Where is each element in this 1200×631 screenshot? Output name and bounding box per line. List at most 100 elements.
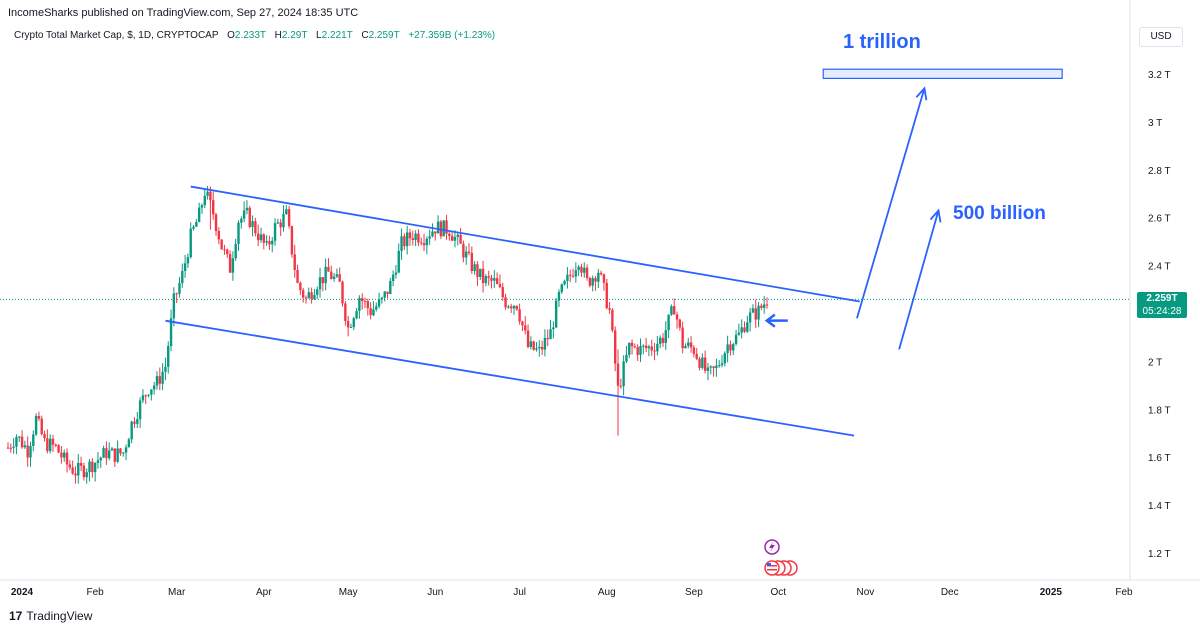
candle-body — [74, 473, 77, 476]
tradingview-brand[interactable]: 17 TradingView — [9, 609, 92, 623]
candle-body — [467, 251, 471, 253]
candle-body — [155, 376, 159, 386]
candle-body — [82, 465, 86, 478]
candle-body — [330, 271, 333, 279]
candle-body — [12, 446, 15, 448]
candle-body — [203, 195, 206, 206]
target-annotation-mid[interactable]: 500 billion — [953, 203, 1046, 224]
candle-body — [386, 291, 389, 294]
candle-body — [18, 436, 21, 438]
target-arrow-line — [856, 88, 926, 319]
x-tick-label: Aug — [598, 587, 616, 598]
candle-body — [667, 314, 670, 331]
candle-body — [375, 306, 378, 310]
candle-body — [628, 342, 631, 355]
candle-body — [650, 346, 653, 351]
candle-body — [147, 394, 150, 396]
candle-body — [394, 272, 398, 275]
y-tick-label: 2 T — [1148, 357, 1162, 368]
candle-body — [178, 283, 181, 294]
candle-body — [566, 274, 569, 281]
candle-body — [71, 467, 74, 474]
candle-body — [110, 448, 114, 451]
candle-body — [313, 294, 316, 300]
candle-body — [40, 418, 43, 435]
candle-body — [743, 327, 746, 332]
candle-body — [493, 278, 496, 281]
target-annotation-high[interactable]: 1 trillion — [843, 31, 921, 53]
candle-body — [251, 221, 254, 228]
candle-body — [428, 236, 431, 239]
candle-body — [552, 327, 555, 330]
candle-body — [220, 239, 223, 250]
candle-body — [450, 236, 454, 241]
candle-body — [546, 338, 549, 340]
candle-body — [200, 205, 204, 208]
candle-body — [372, 309, 375, 316]
x-tick-label: 2025 — [1040, 587, 1063, 598]
candle-body — [411, 238, 414, 240]
candle-body — [538, 346, 541, 349]
candle-body — [282, 214, 285, 228]
candle-body — [605, 282, 608, 309]
candle-body — [420, 242, 423, 244]
candle-body — [186, 257, 190, 264]
candle-body — [183, 263, 187, 271]
candle-body — [720, 363, 724, 366]
candle-body — [57, 445, 60, 453]
candle-body — [521, 321, 524, 326]
candle-body — [158, 376, 161, 384]
candle-body — [664, 330, 667, 343]
candle-body — [760, 305, 763, 308]
candle-body — [414, 233, 417, 240]
candle-body — [48, 438, 52, 452]
candle-body — [335, 274, 339, 277]
candle-body — [625, 354, 628, 362]
candle-body — [287, 209, 291, 227]
candle-body — [344, 303, 347, 321]
candle-body — [557, 291, 561, 301]
candle-body — [321, 277, 325, 284]
candle-body — [93, 462, 97, 473]
y-tick-label: 3 T — [1148, 118, 1162, 129]
candle-body — [583, 267, 586, 273]
candle-body — [653, 350, 656, 352]
currency-button[interactable]: USD — [1139, 27, 1183, 47]
price-axis: 3.2 T3 T2.8 T2.6 T2.4 T2.2 T2 T1.8 T1.6 … — [1148, 70, 1171, 560]
candle-body — [532, 341, 535, 350]
x-tick-label: Mar — [168, 587, 186, 598]
candle-body — [358, 298, 361, 312]
candle-body — [299, 282, 302, 291]
candle-body — [585, 267, 589, 278]
candle-body — [212, 200, 215, 215]
high-value: 2.29T — [281, 30, 308, 41]
candle-body — [762, 304, 766, 308]
candle-body — [574, 270, 578, 277]
candle-body — [757, 305, 760, 320]
candle-body — [560, 284, 563, 292]
candle-body — [732, 344, 735, 351]
symbol-label[interactable]: Crypto Total Market Cap, $, 1D, CRYPTOCA… — [14, 30, 219, 41]
candle-body — [436, 221, 440, 234]
x-tick-label: Feb — [87, 587, 105, 598]
candle-body — [591, 278, 594, 286]
x-tick-label: May — [339, 587, 358, 598]
low-value: 2.221T — [321, 30, 353, 41]
candle-body — [748, 312, 752, 323]
candle-body — [746, 322, 749, 332]
candle-body — [647, 346, 651, 349]
candle-body — [133, 421, 136, 424]
candle-body — [15, 437, 18, 447]
candle-body — [465, 251, 468, 258]
us-flag-canton — [767, 563, 771, 566]
candle-body — [400, 236, 403, 251]
candle-body — [408, 232, 412, 239]
candle-body — [597, 272, 600, 282]
candle-body — [127, 439, 131, 448]
candle-body — [189, 228, 192, 258]
candle-body — [661, 337, 665, 343]
target-arrow-head — [915, 86, 928, 101]
candle-body — [228, 254, 232, 273]
candle-body — [304, 297, 308, 299]
